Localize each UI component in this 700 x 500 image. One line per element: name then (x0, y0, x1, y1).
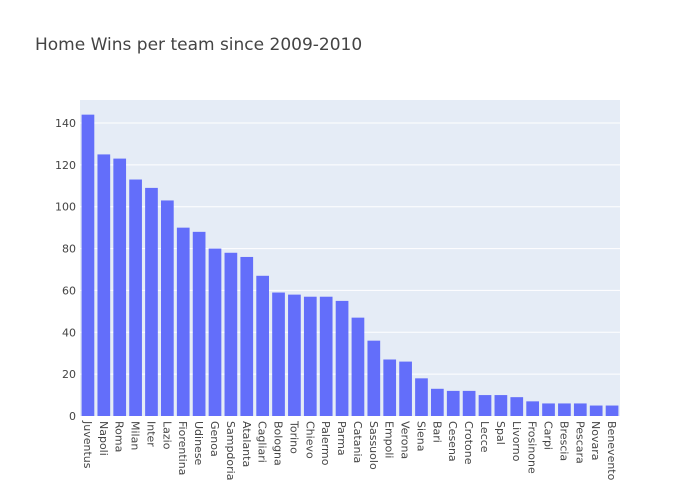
x-tick-label: Cagliari (256, 421, 269, 463)
bar (431, 388, 444, 416)
x-tick-label: Brescia (557, 421, 570, 461)
bar (129, 179, 142, 416)
x-tick-label: Livorno (510, 421, 523, 462)
x-tick-label: Pescara (573, 421, 586, 464)
x-tick-label: Spal (494, 421, 507, 445)
x-tick-label: Frosinone (526, 421, 539, 474)
x-tick-label: Catania (351, 421, 364, 463)
x-tick-label: Cesena (446, 421, 459, 462)
bar (415, 378, 428, 416)
bar (367, 340, 381, 416)
x-tick-label: Sassuolo (367, 421, 380, 470)
x-tick-label: Verona (399, 421, 412, 459)
bar (478, 395, 492, 416)
bar (256, 275, 269, 416)
x-tick-label: Palermo (319, 421, 332, 466)
bar (335, 300, 349, 416)
x-tick-label: Milan (129, 421, 142, 450)
bar (446, 390, 460, 416)
bar (462, 390, 476, 416)
bar (542, 403, 555, 416)
x-tick-label: Benevento (605, 421, 618, 481)
chart-title: Home Wins per team since 2009-2010 (35, 35, 362, 55)
bar (383, 359, 397, 416)
x-tick-label: Udinese (192, 421, 205, 466)
y-tick-label: 40 (62, 326, 76, 339)
bar (319, 296, 333, 416)
x-tick-label: Roma (113, 421, 126, 452)
bar (113, 158, 127, 417)
x-tick-label: Novara (589, 421, 602, 460)
bars (81, 114, 619, 417)
bar (558, 403, 571, 416)
x-axis-ticks: Juventus Napoli Roma Milan Inter Lazio Fiorent… (81, 420, 618, 481)
bar (161, 200, 174, 416)
bar (81, 114, 95, 416)
x-tick-label: Carpi (542, 421, 555, 450)
bar (399, 361, 412, 416)
y-tick-label: 120 (55, 159, 76, 172)
y-tick-label: 80 (62, 243, 76, 256)
y-tick-label: 100 (55, 201, 76, 214)
bar (192, 231, 206, 416)
bar (303, 296, 317, 416)
bar (224, 252, 238, 416)
x-tick-label: Juventus (81, 420, 94, 469)
y-tick-label: 60 (62, 284, 76, 297)
x-tick-label: Bologna (272, 421, 285, 466)
x-tick-label: Sampdoria (224, 421, 237, 480)
bar (97, 154, 111, 417)
x-tick-label: Lazio (160, 421, 173, 450)
bar (288, 294, 301, 416)
bar (176, 227, 190, 416)
y-tick-label: 140 (55, 117, 76, 130)
x-tick-label: Bari (430, 421, 443, 443)
bar (573, 403, 587, 416)
bar (208, 248, 222, 416)
bar (605, 405, 619, 416)
bar (494, 395, 508, 416)
x-tick-label: Lecce (478, 421, 491, 453)
x-tick-label: Parma (335, 421, 348, 456)
x-tick-label: Fiorentina (176, 421, 189, 475)
y-tick-label: 0 (69, 410, 76, 423)
bar (526, 401, 539, 416)
y-axis-ticks: 0 20 40 60 80 100 120 140 (55, 117, 76, 423)
bar (145, 187, 158, 416)
x-tick-label: Chievo (303, 421, 316, 459)
x-tick-label: Torino (287, 420, 300, 454)
bar (589, 405, 603, 416)
bar (240, 256, 254, 416)
bar (272, 292, 285, 416)
x-tick-label: Crotone (462, 421, 475, 465)
x-tick-label: Genoa (208, 421, 221, 457)
y-tick-label: 20 (62, 368, 76, 381)
x-tick-label: Inter (144, 421, 157, 447)
x-tick-label: Napoli (97, 421, 110, 456)
bar (510, 397, 524, 416)
x-tick-label: Atalanta (240, 421, 253, 467)
x-tick-label: Empoli (383, 421, 396, 459)
bar (351, 317, 365, 416)
x-tick-label: Siena (414, 421, 427, 452)
